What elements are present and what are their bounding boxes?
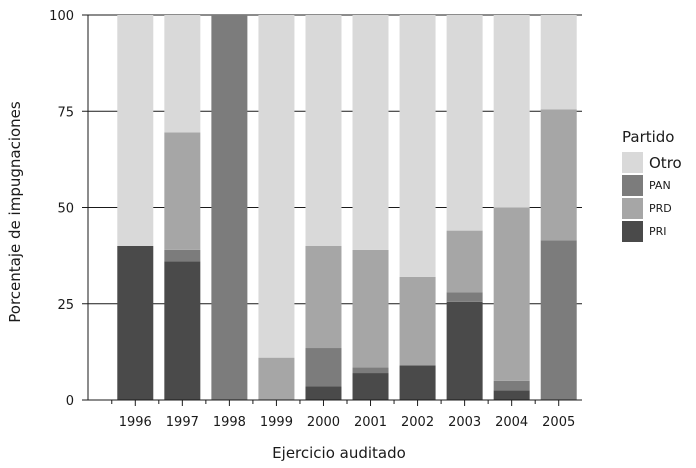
bar-segment-otro-1997: [164, 15, 201, 133]
x-tick-label: 1999: [260, 415, 293, 430]
x-tick-label: 1997: [166, 415, 199, 430]
bar-segment-prd-2003: [446, 230, 483, 293]
y-axis-title: Porcentaje de impugnaciones: [6, 101, 24, 323]
x-tick-label: 2001: [354, 415, 387, 430]
bar-segment-otro-2005: [540, 15, 577, 110]
x-tick-label: 2000: [307, 415, 340, 430]
legend-label: PRI: [649, 225, 667, 238]
bar-segment-pan-2000: [305, 348, 342, 387]
bar-segment-pri-2004: [493, 390, 530, 400]
legend-label: Otro: [649, 153, 682, 172]
legend-title: Partido: [622, 128, 675, 146]
legend-swatch-otro: [622, 152, 643, 173]
bar-segment-otro-2001: [352, 15, 389, 250]
legend-item-pri: PRI: [622, 221, 682, 242]
bar-segment-pan-1997: [164, 249, 201, 262]
bar-segment-otro-2004: [493, 15, 530, 208]
bar-segment-pan-1998: [211, 15, 248, 400]
x-tick-label: 2005: [542, 415, 575, 430]
bar-segment-prd-2004: [493, 207, 530, 381]
x-axis-title: Ejercicio auditado: [272, 444, 406, 462]
x-tick-label: 2004: [495, 415, 528, 430]
y-tick-labels: 0 25 50 75 100: [49, 9, 74, 409]
bar-segment-pri-1996: [117, 246, 154, 400]
bar-segment-otro-1996: [117, 15, 154, 246]
bar-segment-pri-2002: [399, 365, 436, 400]
legend-item-prd: PRD: [622, 198, 682, 219]
legend-item-pan: PAN: [622, 175, 682, 196]
legend-item-otro: Otro: [622, 152, 682, 173]
x-tick-label: 2003: [448, 415, 481, 430]
bar-segment-prd-2000: [305, 246, 342, 349]
bar-segment-otro-2000: [305, 15, 342, 246]
bar-segment-pri-2000: [305, 386, 342, 400]
y-tick-label: 25: [57, 298, 74, 313]
legend-swatch-pri: [622, 221, 643, 242]
legend-swatch-pan: [622, 175, 643, 196]
y-tick-label: 50: [57, 202, 74, 217]
x-tick-labels: 1996 1997 1998 1999 2000 2001 2002 2003 2004 2005: [119, 415, 576, 430]
bar-segment-pri-2003: [446, 301, 483, 400]
bar-segment-pan-2001: [352, 367, 389, 374]
bar-segment-prd-1999: [258, 357, 295, 400]
stacked-bar-chart: 0 25 50 75 100 1996 1997 1998 1999 2000 2001 2002 2…: [6, 9, 582, 462]
y-tick-label: 100: [49, 9, 74, 24]
bar-segment-pri-1997: [164, 261, 201, 400]
axes: [82, 14, 582, 406]
bar-segment-prd-2001: [352, 249, 389, 368]
legend: Partido Otro PAN PRD PRI: [622, 128, 682, 244]
bar-segment-pan-2004: [493, 380, 530, 391]
y-tick-label: 75: [57, 105, 74, 120]
bar-segment-pri-2001: [352, 373, 389, 400]
bar-segment-pan-2003: [446, 292, 483, 302]
bars: [117, 15, 577, 400]
bar-segment-prd-1997: [164, 132, 201, 250]
legend-label: PRD: [649, 202, 672, 215]
legend-swatch-prd: [622, 198, 643, 219]
legend-label: PAN: [649, 179, 671, 192]
bar-segment-otro-2003: [446, 15, 483, 231]
y-tick-label: 0: [66, 394, 74, 409]
x-tick-label: 1998: [213, 415, 246, 430]
bar-segment-pan-2005: [540, 240, 577, 400]
bar-segment-otro-2002: [399, 15, 436, 277]
x-tick-label: 1996: [119, 415, 152, 430]
bar-segment-otro-1999: [258, 15, 295, 358]
x-tick-label: 2002: [401, 415, 434, 430]
bar-segment-prd-2005: [540, 109, 577, 241]
bar-segment-prd-2002: [399, 276, 436, 366]
